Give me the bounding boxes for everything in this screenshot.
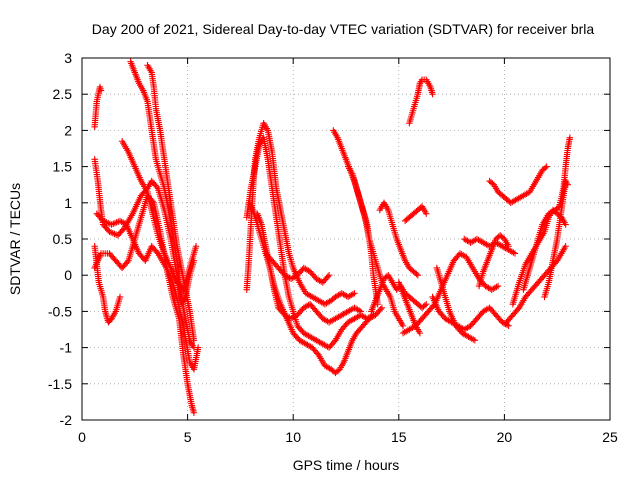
- data-point: [190, 344, 198, 351]
- data-point: [153, 248, 160, 256]
- y-tick-label: 3: [64, 50, 72, 66]
- data-point: [511, 250, 519, 257]
- series-s26: [486, 163, 550, 206]
- data-marks: [91, 58, 574, 416]
- series-s24: [461, 235, 519, 257]
- data-point: [562, 221, 569, 228]
- x-tick-label: 15: [391, 429, 407, 445]
- series-s23: [433, 264, 479, 344]
- x-axis-label: GPS time / hours: [293, 457, 400, 473]
- series-s8: [144, 62, 198, 344]
- y-tick-label: -1: [60, 340, 73, 356]
- data-point: [314, 350, 321, 357]
- y-tick-label: -0.5: [48, 303, 72, 319]
- data-point: [514, 306, 522, 313]
- series-s10: [243, 134, 377, 351]
- y-tick-label: 0: [64, 267, 72, 283]
- series-s18: [395, 279, 424, 337]
- x-tick-label: 25: [602, 429, 618, 445]
- data-point: [330, 338, 338, 346]
- data-point: [399, 322, 407, 330]
- y-tick-label: 2: [64, 122, 72, 138]
- y-tick-label: -1.5: [48, 376, 72, 392]
- data-point: [357, 308, 364, 315]
- data-point: [116, 293, 124, 301]
- x-tick-label: 5: [184, 429, 192, 445]
- series-s22: [429, 293, 512, 333]
- data-point: [421, 302, 429, 309]
- x-tick-label: 0: [78, 429, 86, 445]
- data-point: [119, 226, 127, 233]
- data-point: [543, 163, 550, 170]
- data-point: [416, 329, 424, 337]
- data-point: [190, 409, 198, 416]
- series-s14: [330, 127, 381, 308]
- data-point: [413, 270, 420, 278]
- series-s1: [91, 83, 105, 130]
- data-point: [505, 322, 512, 330]
- data-point: [471, 337, 479, 344]
- data-point: [562, 243, 569, 250]
- x-tick-label: 20: [497, 429, 513, 445]
- y-tick-label: -2: [60, 412, 73, 428]
- data-point: [542, 164, 549, 172]
- data-point: [423, 210, 430, 217]
- data-point: [423, 300, 430, 308]
- data-point: [414, 272, 422, 279]
- y-axis-label: SDTVAR / TECUs: [7, 183, 23, 295]
- data-point: [192, 243, 200, 250]
- data-point: [351, 290, 358, 297]
- series-s30: [541, 177, 571, 301]
- y-tick-label: 1: [64, 195, 72, 211]
- data-point: [505, 243, 512, 250]
- series-s29: [520, 134, 574, 293]
- data-point: [494, 282, 502, 290]
- series-s25: [475, 232, 512, 290]
- series-s20: [401, 203, 430, 225]
- chart-title: Day 200 of 2021, Sidereal Day-to-day VTE…: [92, 21, 595, 37]
- data-point: [378, 304, 386, 311]
- data-point: [123, 258, 131, 266]
- x-tick-label: 10: [285, 429, 301, 445]
- data-point: [97, 87, 105, 94]
- series-s11: [245, 199, 386, 377]
- data-point: [153, 183, 160, 191]
- series-s13: [262, 250, 333, 286]
- data-point: [564, 181, 571, 188]
- data-point: [325, 272, 333, 279]
- data-point: [190, 337, 198, 344]
- series-s12: [254, 210, 364, 326]
- data-point: [324, 273, 332, 280]
- axis-ticks: 0 5 10 15 20 25 -2 -1.5 -1 -0.5 0 0.5 1 1.5 2 2.5 3: [48, 50, 618, 445]
- series-s17: [376, 199, 422, 279]
- series-s19: [406, 76, 436, 127]
- y-tick-label: 1.5: [53, 159, 73, 175]
- data-point: [566, 134, 574, 141]
- y-tick-label: 2.5: [53, 86, 73, 102]
- data-point: [429, 91, 436, 98]
- y-tick-label: 0.5: [53, 231, 73, 247]
- data-point: [377, 306, 384, 313]
